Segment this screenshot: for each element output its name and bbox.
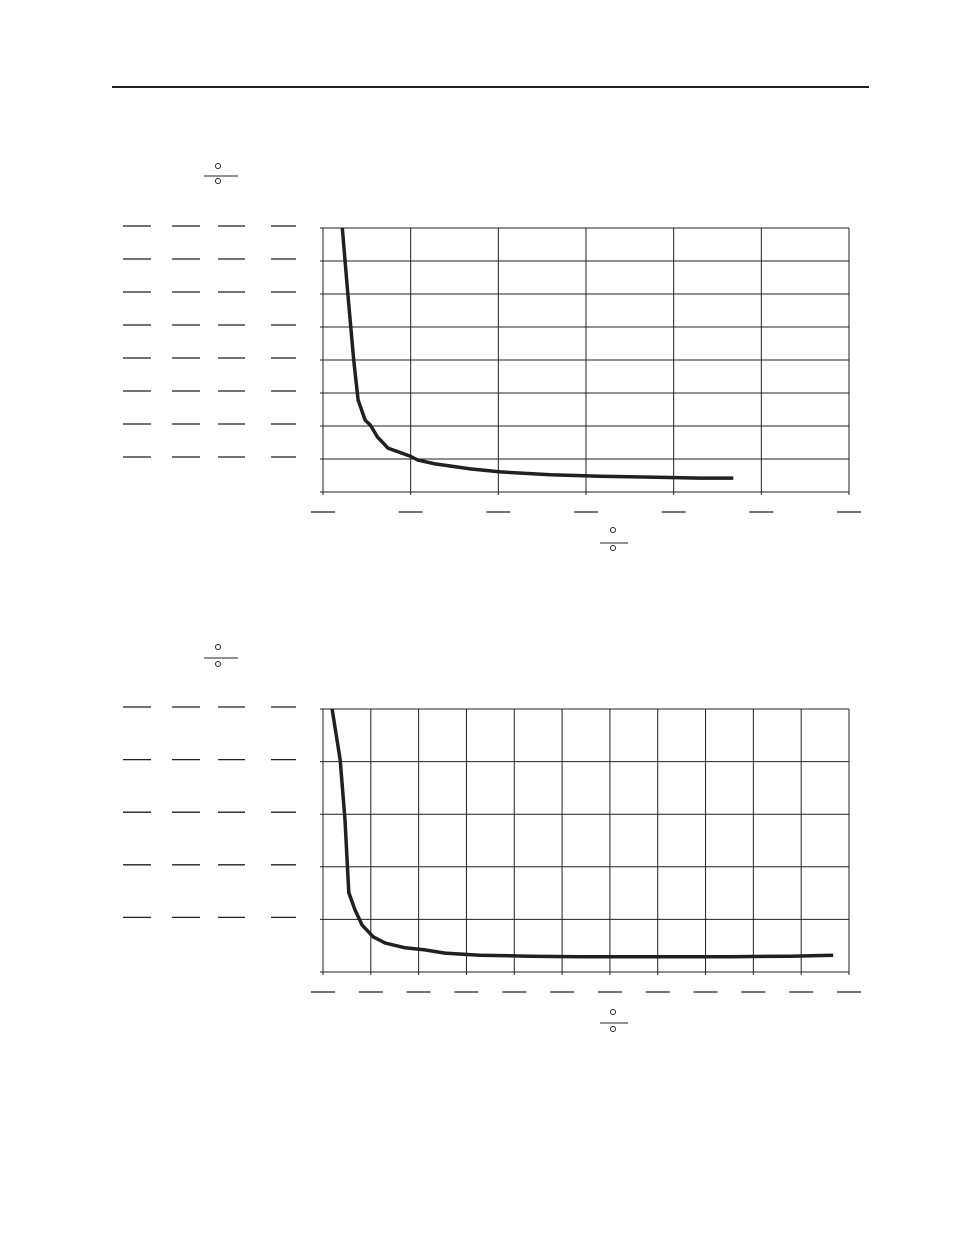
x-axis-symbol [600,527,628,551]
data-line [330,708,834,959]
y-axis-symbol [204,163,238,184]
data-line [340,227,734,480]
y-axis-symbol [204,644,238,667]
x-axis-symbol [600,1009,628,1032]
